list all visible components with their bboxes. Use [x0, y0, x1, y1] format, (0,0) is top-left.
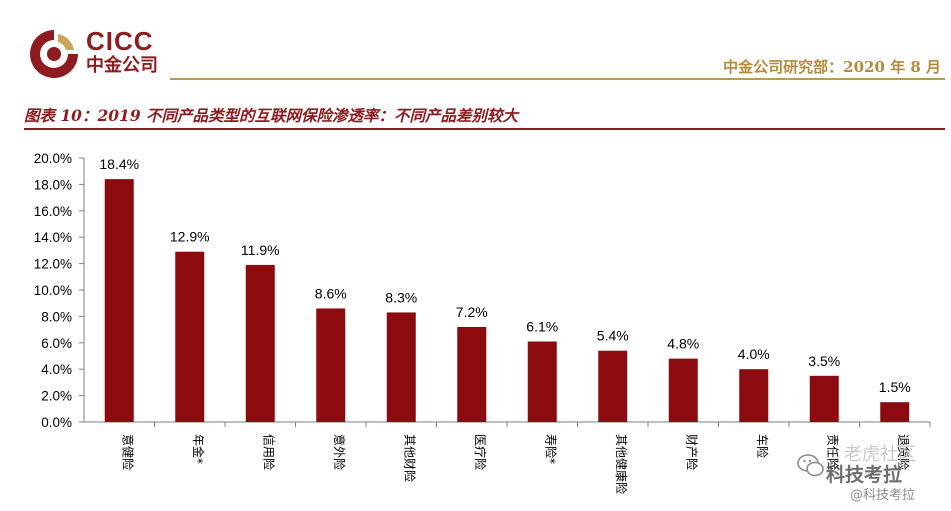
y-tick-label: 20.0% — [34, 151, 72, 166]
bar — [527, 341, 557, 422]
header-divider — [170, 78, 945, 80]
bar — [880, 402, 910, 422]
cicc-logo-icon — [30, 28, 80, 78]
y-tick-label: 18.0% — [34, 177, 72, 192]
data-label: 4.8% — [667, 336, 699, 352]
data-label: 3.5% — [808, 353, 840, 369]
data-label: 8.6% — [315, 285, 347, 301]
data-label: 12.9% — [170, 229, 210, 245]
data-label: 4.0% — [738, 346, 770, 362]
bar — [175, 251, 205, 422]
title-underline — [24, 128, 945, 130]
y-tick-label: 0.0% — [41, 415, 72, 430]
y-tick-label: 8.0% — [41, 309, 72, 324]
x-tick-label: 财产险 — [684, 434, 699, 470]
x-tick-label: 意外险 — [332, 434, 347, 470]
data-label: 6.1% — [526, 318, 558, 334]
x-tick-label: 医疗险 — [473, 434, 488, 470]
figure-title: 图表 10：2019 不同产品类型的互联网保险渗透率：不同产品差别较大 — [24, 106, 519, 125]
logo-text-en: CICC — [86, 26, 154, 56]
watermark-line3: @科技考拉 — [850, 488, 916, 503]
bar — [809, 375, 839, 422]
logo-text-zh: 中金公司 — [86, 55, 158, 76]
bar — [668, 358, 698, 422]
bar — [386, 312, 416, 422]
data-label: 1.5% — [879, 379, 911, 395]
department-date: 中金公司研究部：2020 年 8 月 — [723, 58, 941, 76]
y-tick-label: 6.0% — [41, 336, 72, 351]
x-tick-label: 车险 — [755, 434, 770, 458]
data-label: 8.3% — [385, 289, 417, 305]
x-tick-label: 退货险 — [896, 434, 911, 470]
data-label: 7.2% — [456, 304, 488, 320]
bar — [245, 264, 275, 422]
bar-chart: 0.0% 2.0% 4.0% 6.0% 8.0% 10.0% 12.0% 14.0% 16.0%… — [34, 151, 931, 494]
y-tick-label: 4.0% — [41, 362, 72, 377]
bar — [104, 179, 134, 422]
bar — [457, 326, 487, 422]
report-header: CICC 中金公司 中金公司研究部：2020 年 8 月 — [0, 0, 951, 86]
data-label: 11.9% — [241, 242, 280, 258]
x-tick-label: 寿险* — [543, 434, 558, 464]
bar — [739, 369, 769, 422]
data-label: 5.4% — [597, 328, 629, 344]
data-label: 18.4% — [99, 156, 139, 172]
bar — [598, 350, 628, 422]
bar — [316, 308, 346, 422]
x-tick-label: 其他财险 — [402, 434, 417, 482]
watermark: 老虎社区 科技考拉 @科技考拉 — [796, 438, 946, 504]
y-tick-label: 12.0% — [34, 257, 72, 272]
y-tick-label: 14.0% — [34, 230, 72, 245]
watermark-line2: 科技考拉 — [826, 464, 903, 486]
x-tick-label: 意健险 — [120, 434, 135, 470]
x-tick-label: 其他健康险 — [614, 434, 629, 494]
y-tick-label: 16.0% — [34, 204, 72, 219]
x-tick-label: 年金* — [191, 434, 206, 464]
wechat-icon — [797, 454, 824, 477]
y-tick-label: 10.0% — [34, 283, 72, 298]
watermark-line1: 老虎社区 — [844, 444, 916, 465]
y-tick-label: 2.0% — [41, 389, 72, 404]
x-tick-label: 责任险 — [825, 434, 840, 470]
x-tick-label: 信用险 — [261, 434, 276, 470]
